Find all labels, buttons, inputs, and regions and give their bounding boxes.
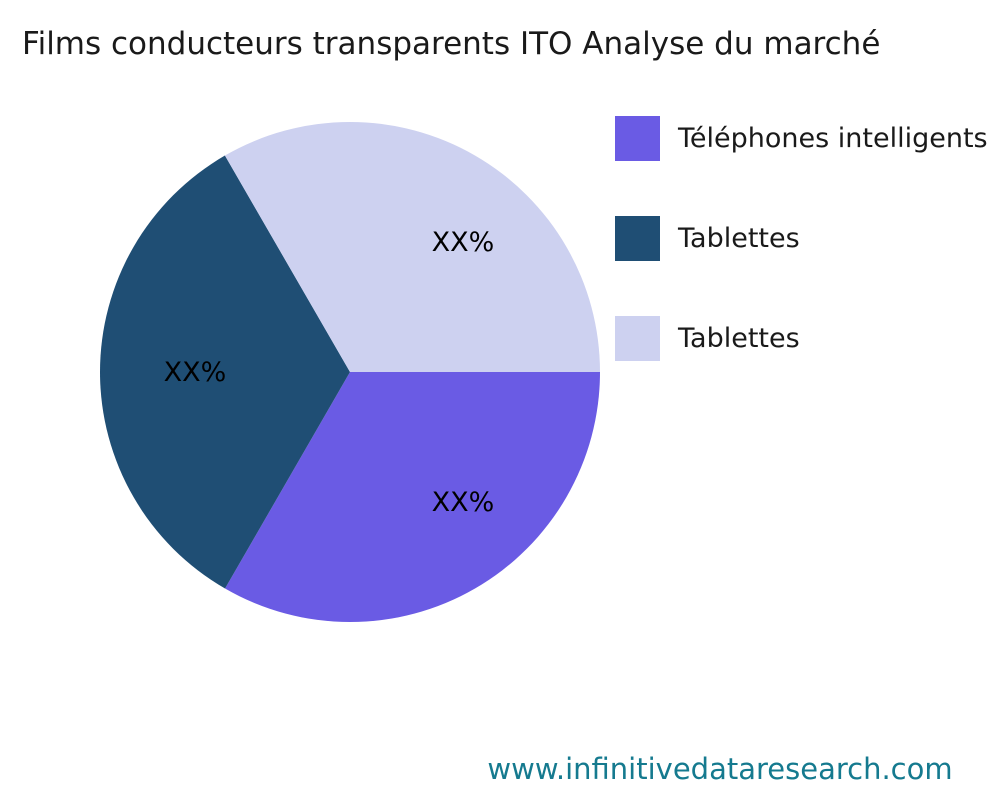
pie-slice-2 (224, 121, 601, 373)
chart-title: Films conducteurs transparents ITO Analy… (22, 26, 881, 62)
legend-label-telephones: Téléphones intelligents (678, 123, 988, 154)
legend-item-tablettes-1: Tablettes (615, 216, 1000, 261)
pie-slice-label-2: XX% (432, 227, 495, 258)
pie-slice-label-0: XX% (432, 487, 495, 518)
legend: Téléphones intelligents Tablettes Tablet… (615, 116, 1000, 361)
website-url: www.infinitivedataresearch.com (487, 752, 953, 786)
legend-swatch-telephones (615, 116, 660, 161)
legend-item-telephones: Téléphones intelligents (615, 116, 1000, 161)
pie-slice-0 (225, 372, 600, 623)
legend-label-tablettes-1: Tablettes (678, 223, 800, 254)
legend-item-tablettes-2: Tablettes (615, 316, 1000, 361)
pie-slice-1 (99, 155, 350, 589)
legend-swatch-tablettes-1 (615, 216, 660, 261)
legend-swatch-tablettes-2 (615, 316, 660, 361)
legend-label-tablettes-2: Tablettes (678, 323, 800, 354)
pie-slice-label-1: XX% (164, 357, 227, 388)
